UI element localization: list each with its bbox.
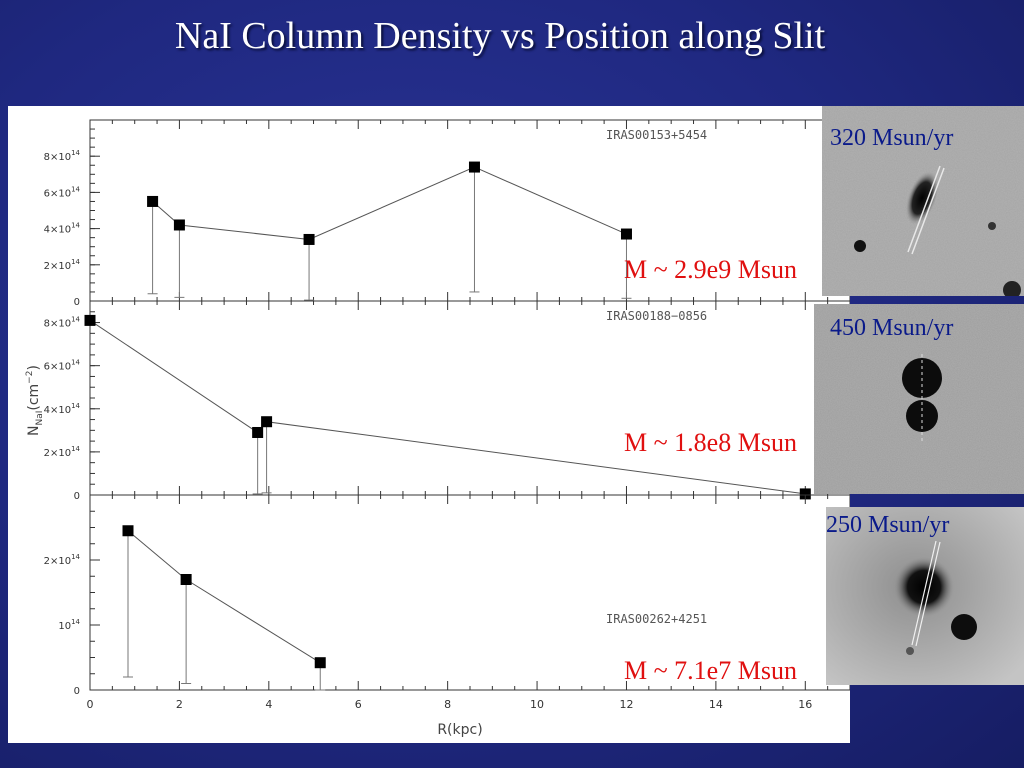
plot-panel: 0 2×1014 4×1014 6×1014 8×1014 IRAS00153+5454 0… [8,106,850,743]
mass-label-3: M ~ 7.1e7 Msun [624,656,797,685]
y-tick-label: 0 [74,491,80,502]
series-line [127,530,321,664]
data-point [180,574,192,585]
x-tick-label: 10 [530,698,544,711]
mass-label-2: M ~ 1.8e8 Msun [624,428,797,457]
x-tick-label: 2 [176,698,183,711]
data-point [147,195,159,207]
y-tick-label: 2×1014 [44,445,81,459]
x-tick-label: 6 [355,698,362,711]
x-tick-label: 8 [444,698,451,711]
y-tick-label: 2×1014 [44,258,81,272]
panel-frame [89,300,850,496]
galaxy-image-1 [822,106,1024,296]
data-point [84,314,96,326]
sfr-label-3: 250 Msun/yr [826,512,950,538]
data-point [173,219,185,231]
x-tick-label: 14 [709,698,723,711]
y-axis-label: NNaI(cm−2) [25,365,45,436]
galaxy-image-2-drawing [814,304,1024,494]
slide-title: NaI Column Density vs Position along Sli… [174,15,826,57]
data-point [303,233,315,245]
y-tick-label: 6×1014 [44,185,81,199]
y-tick-label: 2×1014 [44,553,81,567]
y-tick-label: 6×1014 [44,359,81,373]
panel-label: IRAS00262+4251 [606,612,707,626]
galaxy-image-3-drawing [826,507,1024,685]
data-point [620,228,632,240]
panel-1: 0 2×1014 4×1014 6×1014 8×1014 IRAS00153+5454 [44,119,850,308]
data-point [314,657,326,669]
panel-label: IRAS00188−0856 [606,309,707,323]
y-tick-label: 4×1014 [44,402,81,416]
data-point [252,426,264,438]
panel-2: 0 2×1014 4×1014 6×1014 8×1014 IRAS00188−0856 [44,300,850,502]
x-tick-label: 4 [265,698,272,711]
y-tick-label: 1014 [58,618,80,632]
x-tick-label: 16 [798,698,812,711]
y-tick-label: 0 [74,297,80,308]
y-tick-label: 8×1014 [44,149,81,163]
galaxy-image-2 [814,304,1024,494]
data-point [799,488,811,500]
sfr-label-1: 320 Msun/yr [830,125,954,151]
x-axis-label: R(kpc) [437,722,482,738]
x-tick-label: 0 [87,698,94,711]
data-point [468,161,480,173]
x-tick-label: 12 [619,698,633,711]
mass-label-1: M ~ 2.9e9 Msun [624,255,797,284]
series-line [152,166,627,240]
data-point [122,525,134,537]
panel-label: IRAS00153+5454 [606,128,707,142]
y-tick-label: 4×1014 [44,222,81,236]
y-tick-label: 0 [74,686,80,697]
panel-3: 0 1014 2×1014 IRAS00262+4251 [44,494,850,697]
sfr-label-2: 450 Msun/yr [830,315,954,341]
galaxy-image-3 [826,507,1024,685]
data-point [261,416,273,428]
y-tick-label: 8×1014 [44,316,81,330]
series-line [89,319,806,495]
nai-column-density-chart: 02×10144×10146×10148×1014IRAS00153+54540… [25,119,850,738]
galaxy-image-1-drawing [822,106,1024,296]
